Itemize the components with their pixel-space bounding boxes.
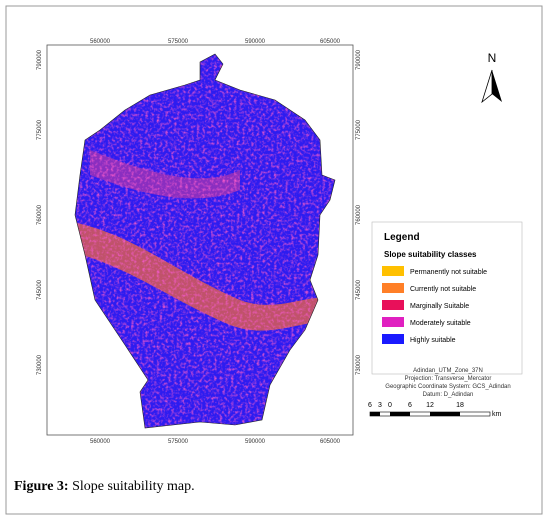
left-coord: 775000 bbox=[37, 119, 43, 140]
map-area bbox=[75, 54, 335, 428]
top-coord: 575000 bbox=[168, 39, 189, 45]
legend-swatch bbox=[382, 283, 404, 293]
right-coord: 760000 bbox=[356, 204, 362, 225]
top-coord: 605000 bbox=[320, 39, 341, 45]
left-coord: 760000 bbox=[37, 204, 43, 225]
north-arrow: N bbox=[481, 51, 502, 104]
projection-line: Projection: Transverse_Mercator bbox=[405, 376, 492, 382]
bottom-coord: 560000 bbox=[90, 439, 111, 445]
scale-label: 6 bbox=[408, 402, 412, 409]
scale-label: 0 bbox=[388, 402, 392, 409]
caption-label: Figure 3: bbox=[14, 479, 69, 494]
legend-label: Moderately suitable bbox=[410, 320, 471, 327]
bottom-coord: 605000 bbox=[320, 439, 341, 445]
projection-line: Geographic Coordinate System: GCS_Adinda… bbox=[385, 384, 510, 390]
north-label: N bbox=[488, 51, 497, 65]
legend-swatch bbox=[382, 317, 404, 327]
right-coord: 775000 bbox=[356, 119, 362, 140]
scale-label: 12 bbox=[426, 402, 434, 409]
right-coord: 790000 bbox=[356, 49, 362, 70]
bottom-coord: 575000 bbox=[168, 439, 189, 445]
projection-line: Adindan_UTM_Zone_37N bbox=[413, 368, 483, 374]
legend-label: Highly suitable bbox=[410, 337, 456, 344]
top-coord: 590000 bbox=[245, 39, 266, 45]
legend-swatch bbox=[382, 266, 404, 276]
legend-box bbox=[371, 221, 523, 375]
projection-line: Datum: D_Adindan bbox=[423, 392, 474, 398]
left-coord: 745000 bbox=[37, 279, 43, 300]
legend-swatch bbox=[382, 300, 404, 310]
right-coord: 745000 bbox=[356, 279, 362, 300]
scale-label: 3 bbox=[378, 402, 382, 409]
left-coord: 730000 bbox=[37, 354, 43, 375]
top-coord: 560000 bbox=[90, 39, 111, 45]
caption: Figure 3: Slope suitability map. bbox=[14, 479, 195, 494]
caption-text: Slope suitability map. bbox=[72, 479, 195, 494]
legend-title: Legend bbox=[384, 232, 420, 243]
scale-label: 18 bbox=[456, 402, 464, 409]
legend-swatch bbox=[382, 334, 404, 344]
legend-label: Marginally Suitable bbox=[410, 303, 469, 310]
legend-label: Permanently not suitable bbox=[410, 269, 487, 276]
legend-label: Currently not suitable bbox=[410, 286, 476, 293]
left-coord: 790000 bbox=[37, 49, 43, 70]
scale-label: 6 bbox=[368, 402, 372, 409]
map-frame bbox=[46, 44, 354, 436]
right-coord: 730000 bbox=[356, 354, 362, 375]
figure-border bbox=[5, 5, 543, 515]
legend-subtitle: Slope suitability classes bbox=[384, 250, 477, 259]
bottom-coord: 590000 bbox=[245, 439, 266, 445]
scale-unit: km bbox=[492, 411, 502, 418]
